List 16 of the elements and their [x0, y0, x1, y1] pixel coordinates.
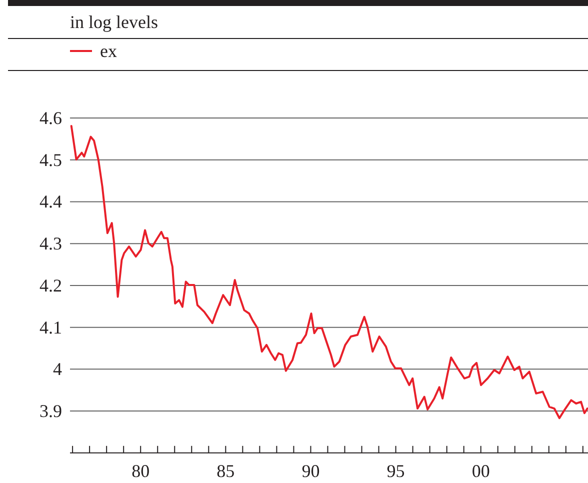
chart-subtitle: in log levels	[70, 12, 158, 32]
x-tick-label: 85	[216, 460, 235, 481]
x-tick-label: 90	[302, 460, 320, 481]
x-tick-label: 95	[386, 460, 405, 481]
y-tick-label: 4.4	[40, 192, 62, 212]
y-tick-label: 4.3	[40, 234, 62, 254]
x-tick-label: 00	[472, 460, 490, 481]
y-tick-label: 4	[53, 359, 62, 380]
y-tick-label: 4.2	[40, 275, 62, 296]
line-series	[70, 124, 588, 420]
x-tick-label: 80	[132, 460, 150, 481]
y-tick-label: 4.6	[40, 108, 62, 128]
y-tick-label: 4.1	[40, 317, 62, 338]
legend-label: ex	[100, 41, 117, 61]
y-tick-label: 3.9	[40, 401, 62, 422]
y-tick-label: 4.5	[40, 150, 62, 170]
